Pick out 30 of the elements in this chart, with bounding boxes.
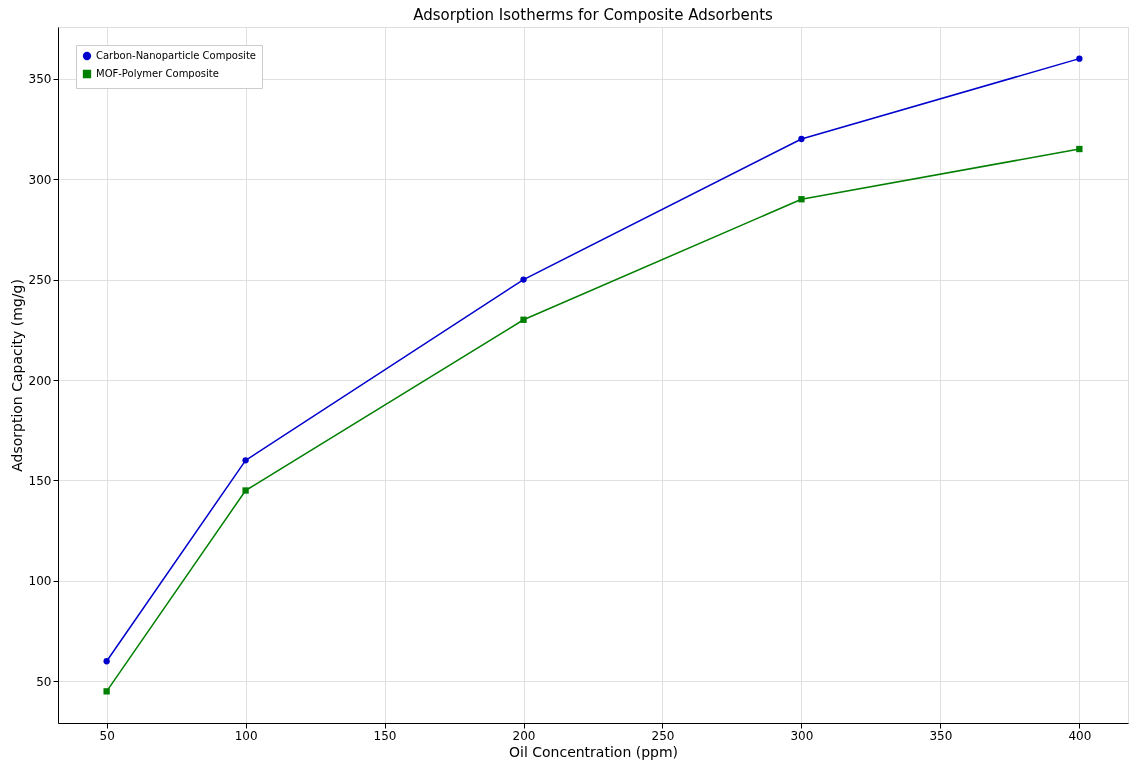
- y-tick-label: 350: [28, 72, 52, 87]
- y-axis-title: Adsorption Capacity (mg/g): [8, 279, 25, 472]
- point: [798, 196, 805, 203]
- x-tick-label: 150: [373, 728, 397, 743]
- x-tick-label: 350: [929, 728, 953, 743]
- point: [520, 316, 527, 323]
- point: [103, 658, 110, 665]
- point: [798, 135, 805, 143]
- point: [242, 457, 249, 464]
- point: [520, 276, 527, 283]
- x-tick-label: 50: [99, 728, 115, 743]
- point: [1076, 145, 1083, 153]
- legend-label: Carbon-Nanoparticle Composite: [96, 50, 256, 61]
- y-tick-label: 250: [28, 273, 52, 288]
- y-tick-label: 150: [28, 473, 52, 488]
- point: [1076, 55, 1083, 62]
- point: [242, 487, 249, 494]
- x-tick-label: 300: [790, 728, 814, 743]
- x-tick-label: 250: [651, 728, 675, 743]
- y-tick-label: 50: [36, 674, 52, 689]
- x-tick-label: 100: [234, 728, 258, 743]
- x-tick-label: 200: [512, 728, 536, 743]
- legend-label: MOF-Polymer Composite: [96, 68, 219, 79]
- y-tick-label: 300: [28, 172, 52, 187]
- chart-title: Adsorption Isotherms for Composite Adsorbents: [413, 6, 774, 24]
- y-tick-label: 200: [28, 373, 52, 388]
- x-axis-title: Oil Concentration (ppm): [508, 743, 679, 760]
- x-tick-label: 400: [1068, 728, 1092, 743]
- point: [103, 688, 110, 695]
- y-tick-label: 100: [28, 574, 52, 589]
